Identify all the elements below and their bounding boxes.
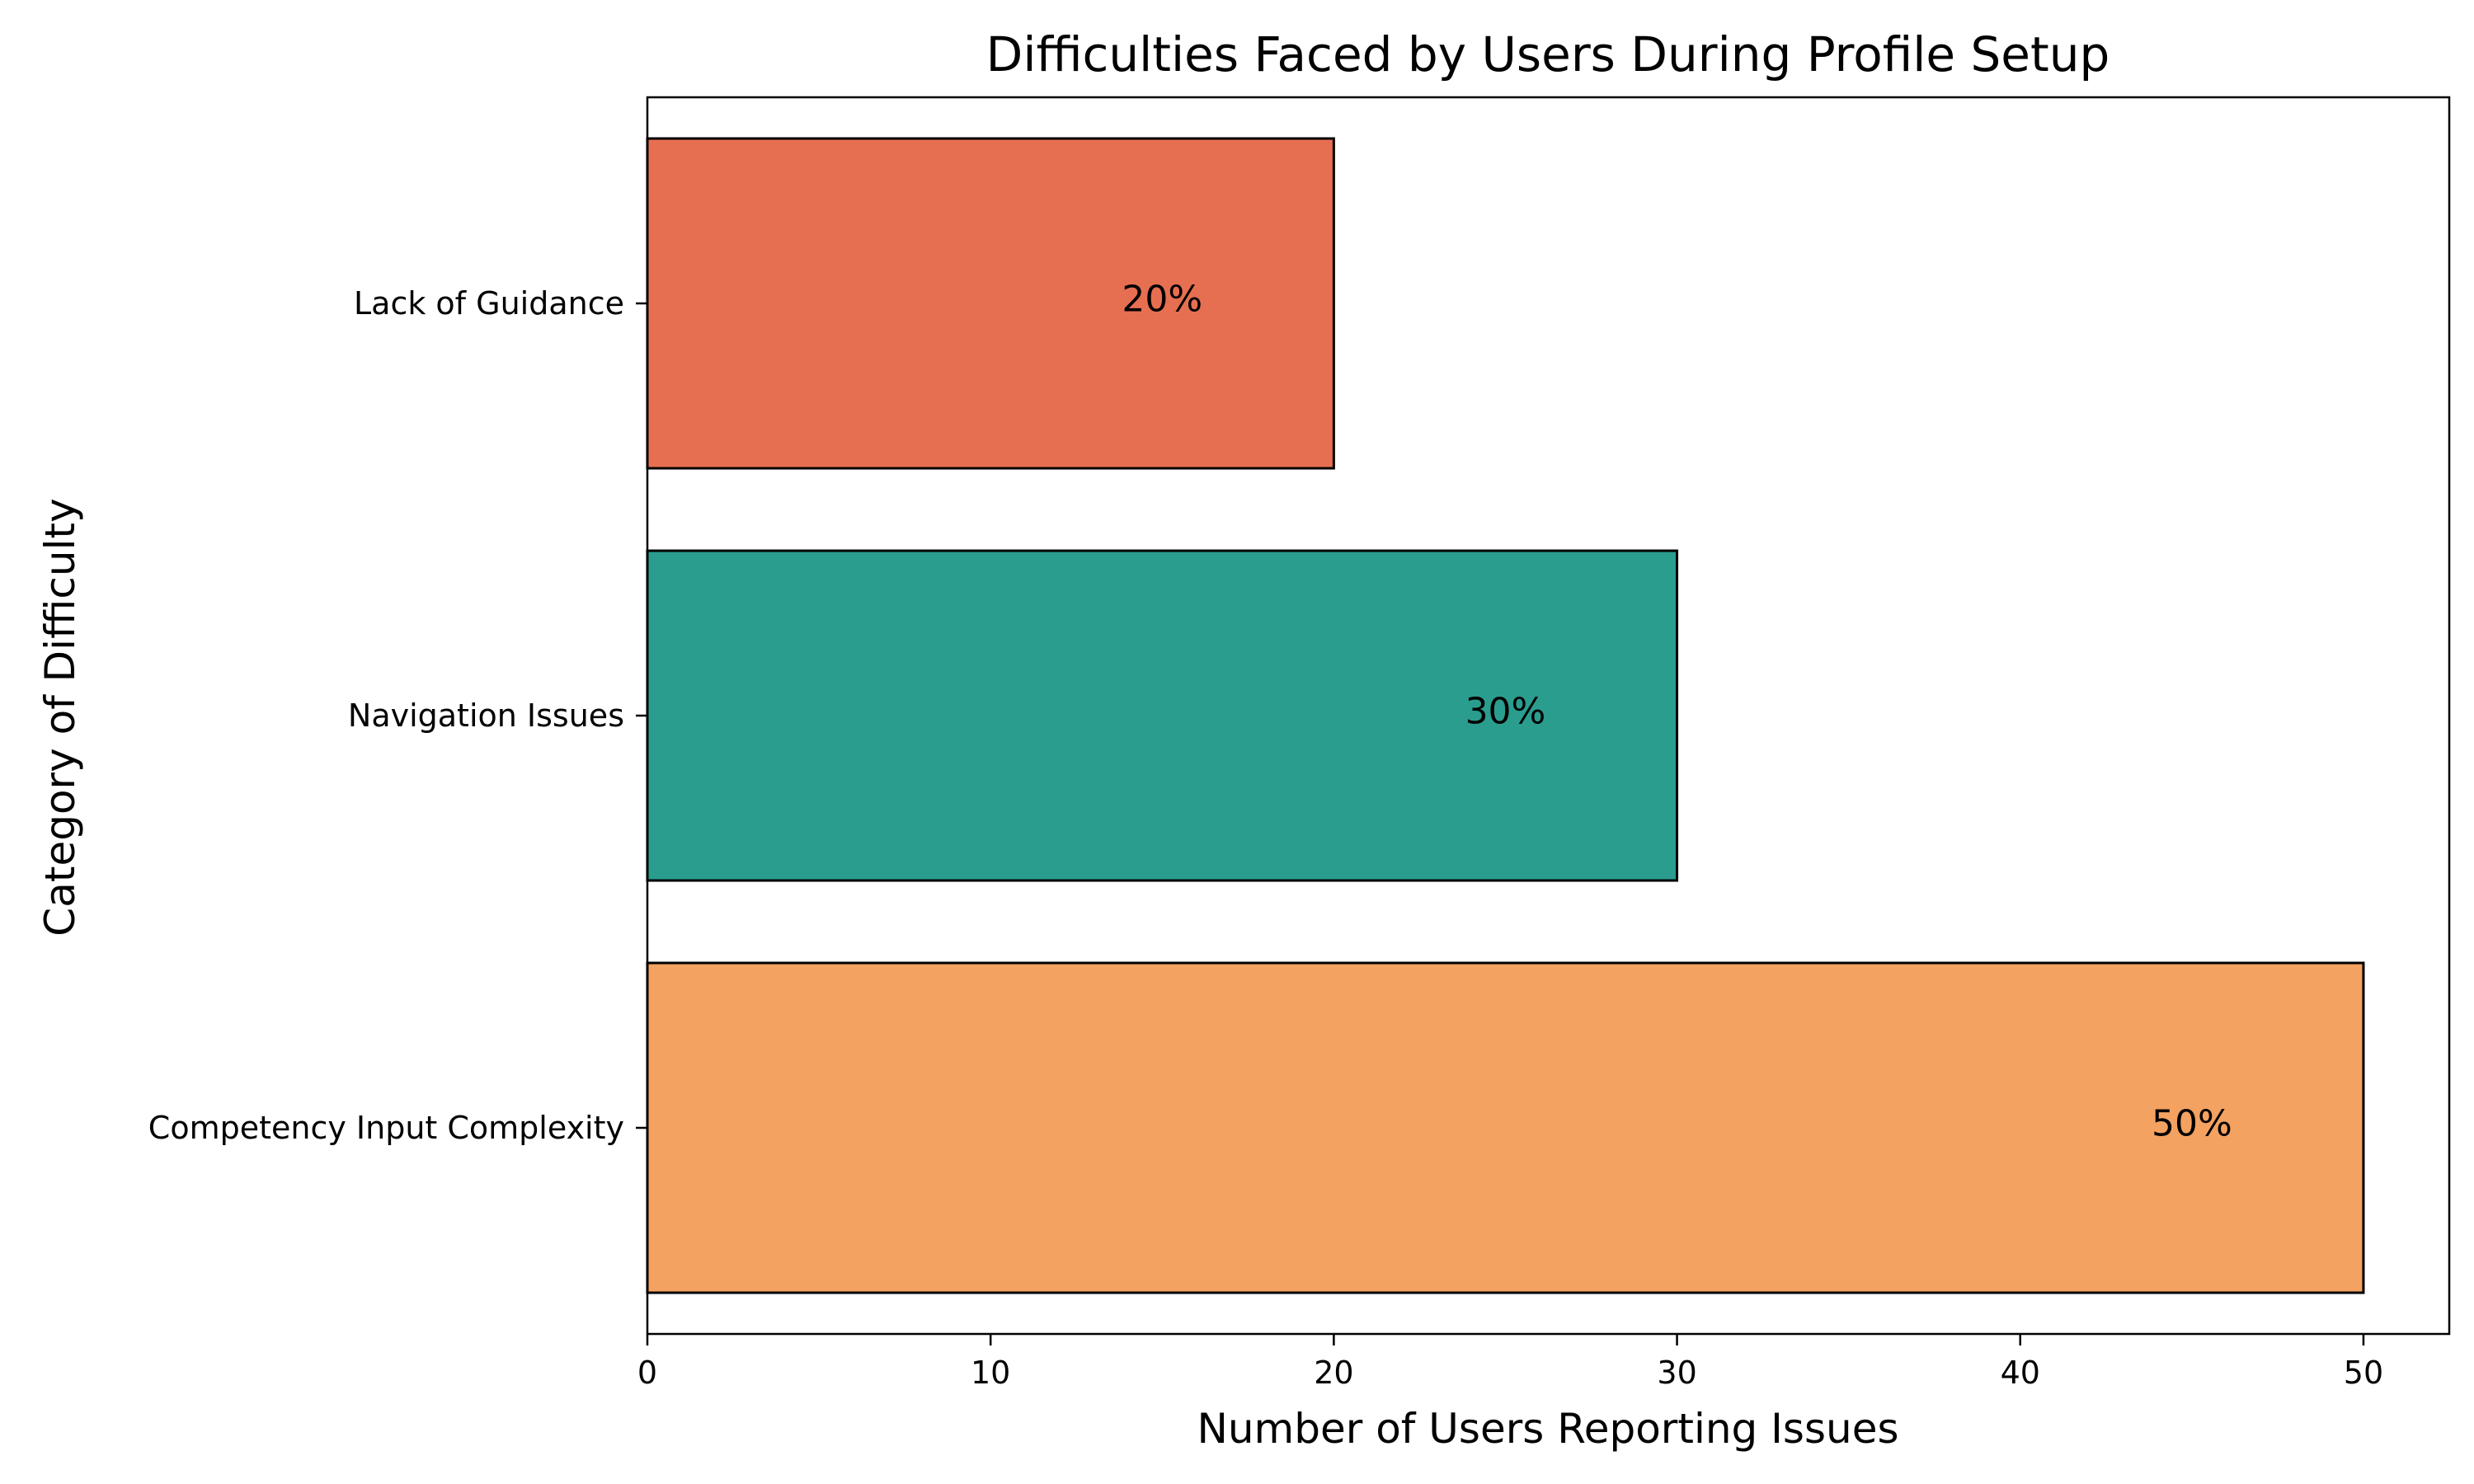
y-tick-label-2: Lack of Guidance [354,285,624,322]
y-tick-label-1: Navigation Issues [348,697,624,734]
data-label-0: 50% [2152,1103,2232,1145]
y-axis-label: Category of Difficulty [36,498,84,936]
x-axis-label: Number of Users Reporting Issues [1197,1405,1898,1453]
data-label-2: 20% [1122,279,1202,321]
x-tick-label-2: 20 [1314,1355,1353,1391]
bar-0 [646,961,2365,1294]
y-tick-label-0: Competency Input Complexity [148,1110,624,1146]
x-tick-label-1: 10 [971,1355,1010,1391]
data-label-1: 30% [1465,691,1546,733]
x-tick-label-5: 50 [2344,1355,2383,1391]
y-axis-ticks: Competency Input Complexity Navigation Is… [148,285,647,1146]
data-labels: 50% 30% 20% [1122,279,2232,1145]
chart-title: Difficulties Faced by Users During Profi… [986,26,2110,82]
x-axis-ticks: 0 10 20 30 40 50 [637,1334,2383,1391]
x-tick-label-3: 30 [1657,1355,1696,1391]
bars [646,137,2365,1294]
x-tick-label-4: 40 [2001,1355,2040,1391]
x-tick-label-0: 0 [637,1355,657,1391]
bar-2 [646,137,1335,470]
bar-1 [646,549,1679,882]
